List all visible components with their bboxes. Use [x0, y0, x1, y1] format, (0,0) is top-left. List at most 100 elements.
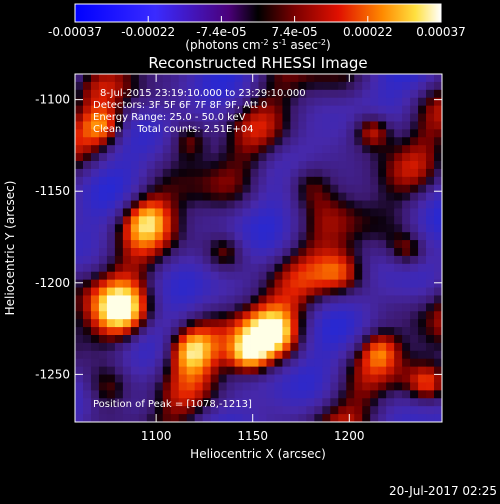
heatmap-cell	[434, 105, 442, 114]
heatmap-cell	[194, 137, 204, 146]
heatmap-cell	[234, 89, 243, 99]
heatmap-cell	[90, 414, 100, 422]
heatmap-cell	[194, 342, 204, 352]
heatmap-cell	[122, 271, 132, 281]
annotation-clean-counts: Clean Total counts: 2.51E+04	[93, 124, 253, 135]
heatmap-cell	[98, 374, 108, 383]
heatmap-cell	[306, 287, 315, 296]
heatmap-cell	[90, 398, 100, 407]
heatmap-cell	[122, 248, 132, 257]
heatmap-cell	[114, 113, 124, 122]
heatmap-cell	[402, 295, 411, 304]
heatmap-cell	[434, 113, 442, 122]
heatmap-cell	[298, 263, 307, 273]
heatmap-cell	[250, 184, 259, 194]
heatmap-cell	[426, 414, 435, 422]
heatmap-cell	[402, 224, 411, 233]
heatmap-cell	[330, 255, 339, 265]
heatmap-cell	[242, 232, 251, 241]
heatmap-cell	[426, 224, 435, 233]
heatmap-cell	[330, 406, 339, 415]
heatmap-cell	[314, 255, 323, 265]
heatmap-cell	[378, 390, 387, 399]
heatmap-cell	[210, 89, 220, 99]
heatmap-cell	[202, 137, 212, 146]
heatmap-cell	[378, 192, 387, 201]
heatmap-cell	[75, 184, 84, 194]
axis-ticks: 1100 1150 1200-1100-1150-1200-1250	[35, 74, 442, 443]
heatmap-cell	[314, 121, 323, 130]
heatmap-cell	[426, 240, 435, 249]
heatmap-cell	[418, 406, 427, 415]
heatmap-cell	[306, 184, 315, 194]
heatmap-cell	[386, 248, 395, 257]
heatmap-cell	[402, 382, 411, 391]
heatmap-cell	[258, 232, 267, 241]
heatmap-cell	[226, 208, 235, 217]
heatmap-cell	[378, 161, 387, 170]
heatmap-cell	[138, 390, 148, 399]
heatmap-cell	[370, 137, 379, 146]
heatmap-cell	[138, 248, 148, 257]
heatmap-cell	[410, 121, 419, 130]
heatmap-cell	[386, 240, 395, 249]
heatmap-cell	[258, 311, 267, 320]
heatmap-cell	[338, 390, 347, 399]
heatmap-cell	[162, 89, 172, 99]
heatmap-cell	[82, 74, 92, 83]
heatmap-cell	[194, 263, 204, 273]
heatmap-cell	[242, 168, 251, 178]
heatmap-cell	[306, 161, 315, 170]
heatmap-cell	[170, 97, 180, 107]
heatmap-cell	[146, 414, 156, 422]
heatmap-cell	[178, 342, 188, 352]
heatmap-cell	[378, 113, 387, 122]
heatmap-cell	[426, 335, 435, 344]
heatmap-cell	[322, 319, 331, 328]
heatmap-cell	[210, 113, 220, 122]
heatmap-cell	[186, 97, 196, 107]
heatmap-cell	[146, 240, 156, 249]
heatmap-cell	[122, 81, 132, 91]
colorbar-tick-label: -0.00037	[48, 25, 102, 39]
heatmap-cell	[202, 398, 212, 407]
heatmap-cell	[234, 161, 243, 170]
heatmap-cell	[106, 121, 116, 130]
heatmap-cell	[178, 358, 188, 368]
heatmap-cell	[106, 89, 116, 99]
heatmap-cell	[362, 145, 371, 154]
heatmap-cell	[122, 145, 132, 154]
heatmap-cell	[202, 287, 212, 296]
heatmap-cell	[202, 192, 212, 201]
heatmap-cell	[98, 208, 108, 217]
heatmap-cell	[354, 303, 363, 312]
heatmap-cell	[258, 406, 267, 415]
heatmap-cell	[194, 390, 204, 399]
heatmap-cell	[330, 129, 339, 138]
heatmap-cell	[178, 161, 188, 170]
heatmap-cell	[218, 327, 227, 336]
heatmap-cell	[98, 406, 108, 415]
heatmap-cell	[122, 168, 132, 178]
heatmap-cell	[130, 216, 140, 225]
heatmap-cell	[210, 414, 220, 422]
heatmap-cell	[306, 303, 315, 312]
heatmap-cell	[362, 208, 371, 217]
heatmap-cell	[394, 279, 403, 288]
heatmap-cell	[434, 248, 442, 257]
heatmap-cell	[194, 303, 204, 312]
heatmap-cell	[90, 74, 100, 83]
heatmap-cell	[170, 153, 180, 162]
heatmap-cell	[290, 414, 299, 422]
heatmap-cell	[226, 89, 235, 99]
heatmap-cell	[330, 137, 339, 146]
heatmap-cell	[322, 121, 331, 130]
heatmap-cell	[410, 398, 419, 407]
heatmap-cell	[194, 406, 204, 415]
heatmap-cell	[146, 335, 156, 344]
heatmap-cell	[218, 255, 227, 265]
heatmap-cell	[362, 89, 371, 99]
heatmap-cell	[226, 81, 235, 91]
heatmap-cell	[346, 240, 355, 249]
heatmap-cell	[75, 232, 84, 241]
